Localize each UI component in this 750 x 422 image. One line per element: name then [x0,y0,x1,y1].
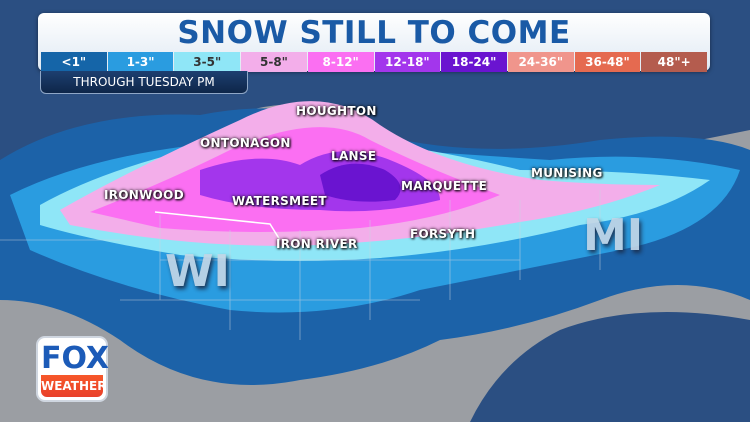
legend-item: 18-24" [441,52,507,72]
logo-weather-text: WEATHER [41,375,106,397]
legend-item: 12-18" [374,52,441,72]
logo-fox-text: FOX [41,341,110,376]
city-label: ONTONAGON [200,136,291,150]
city-label: WATERSMEET [232,194,327,208]
state-label-mi: MI [583,210,644,261]
city-label: HOUGHTON [296,104,377,118]
snow-band-18-24 [320,163,401,202]
legend-item: 8-12" [307,52,374,72]
legend-item: <1" [41,52,107,72]
map-title: SNOW STILL TO COME [177,15,571,51]
legend-item: 5-8" [241,52,307,72]
snow-legend: <1" 1-3" 3-5" 5-8" 8-12" 12-18" 18-24" 24-36" 36… [41,52,708,72]
city-label: LANSE [331,149,377,163]
fox-weather-logo: FOX WEATHER [36,336,110,402]
city-label: FORSYTH [410,227,476,241]
legend-item: 48"+ [641,52,708,72]
legend-item: 24-36" [507,52,574,72]
city-label: IRON RIVER [276,237,358,251]
legend-item: 3-5" [174,52,241,72]
city-label: MUNISING [531,166,603,180]
city-label: MARQUETTE [401,179,488,193]
time-range-label: THROUGH TUESDAY PM [40,71,248,94]
header-panel: SNOW STILL TO COME <1" 1-3" 3-5" 5-8" 8-12" 1… [38,13,710,72]
city-label: IRONWOOD [104,188,184,202]
state-label-wi: WI [165,246,230,297]
lake-michigan [470,312,750,422]
legend-item: 36-48" [574,52,641,72]
legend-item: 1-3" [107,52,174,72]
